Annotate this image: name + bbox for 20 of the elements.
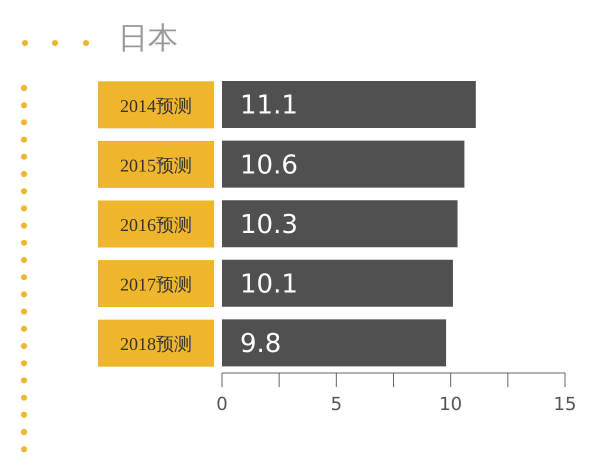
y-tick-label: 2016预测	[120, 215, 192, 235]
data-label: 10.1	[240, 270, 298, 300]
x-tick-label: 15	[554, 394, 576, 415]
data-label: 10.3	[240, 210, 298, 240]
bar	[222, 260, 453, 307]
y-tick-label: 2018预测	[120, 334, 192, 354]
x-tick-label: 5	[330, 394, 342, 415]
bar	[222, 81, 476, 128]
y-tick-label: 2015预测	[120, 155, 192, 176]
data-label: 10.6	[240, 150, 298, 180]
x-tick-label: 0	[216, 394, 228, 415]
data-label: 9.8	[240, 329, 282, 360]
y-tick-label: 2014预测	[120, 96, 192, 116]
bar	[222, 319, 446, 366]
data-label: 11.1	[240, 90, 298, 121]
bar	[222, 140, 464, 188]
y-tick-label: 2017预测	[120, 274, 192, 295]
x-tick-label: 10	[439, 394, 462, 415]
chart-title: 日本	[118, 21, 178, 56]
bar	[222, 200, 458, 248]
